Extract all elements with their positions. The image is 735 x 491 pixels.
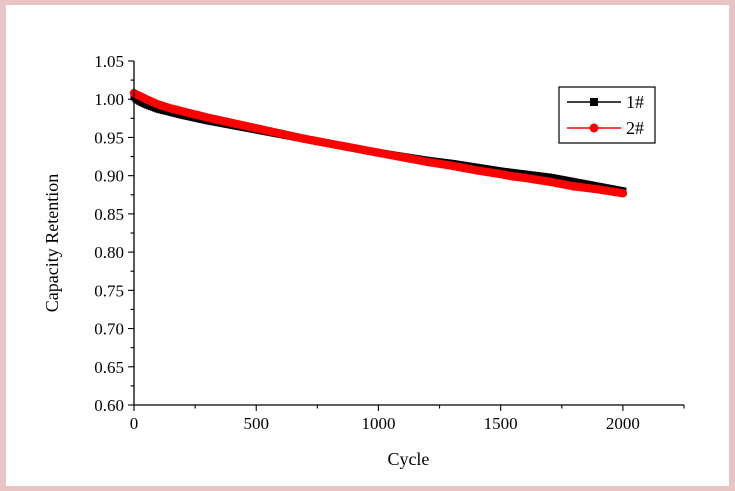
- y-tick-label: 0.80: [94, 243, 124, 262]
- legend-marker: [589, 123, 599, 133]
- x-tick-label: 500: [243, 414, 269, 433]
- legend-item-1: 1#: [567, 92, 644, 112]
- axes-layer: 0 500 1000 1500 2000 0.60 0.65 0.70 0.75 0.80 0.85…: [42, 52, 685, 469]
- x-tick-label: 2000: [606, 414, 640, 433]
- series-layer: [129, 88, 628, 198]
- x-tick-label: 0: [130, 414, 139, 433]
- legend-label: 1#: [626, 92, 644, 112]
- x-tick-label: 1000: [361, 414, 395, 433]
- x-axis-title: Cycle: [387, 449, 429, 469]
- y-tick-label: 1.05: [94, 52, 124, 71]
- legend-box: [558, 86, 656, 144]
- y-tick-label: 1.00: [94, 90, 124, 109]
- y-tick-label: 0.75: [94, 281, 124, 300]
- legend: 1#2#: [558, 86, 656, 144]
- y-axis-title: Capacity Retention: [42, 174, 62, 312]
- series-2: [129, 88, 628, 198]
- legend-marker: [590, 98, 598, 106]
- y-tick-label: 0.95: [94, 128, 124, 147]
- y-tick-label: 0.70: [94, 320, 124, 339]
- y-tick-label: 0.60: [94, 396, 124, 415]
- y-tick-label: 0.85: [94, 205, 124, 224]
- data-point: [618, 189, 628, 198]
- y-tick-label: 0.90: [94, 167, 124, 186]
- x-tick-label: 1500: [484, 414, 518, 433]
- chart-frame: 0 500 1000 1500 2000 0.60 0.65 0.70 0.75 0.80 0.85…: [6, 5, 729, 486]
- capacity-retention-chart: 0 500 1000 1500 2000 0.60 0.65 0.70 0.75 0.80 0.85…: [42, 52, 685, 469]
- legend-item-2: 2#: [567, 118, 644, 138]
- y-tick-label: 0.65: [94, 358, 124, 377]
- legend-label: 2#: [626, 118, 644, 138]
